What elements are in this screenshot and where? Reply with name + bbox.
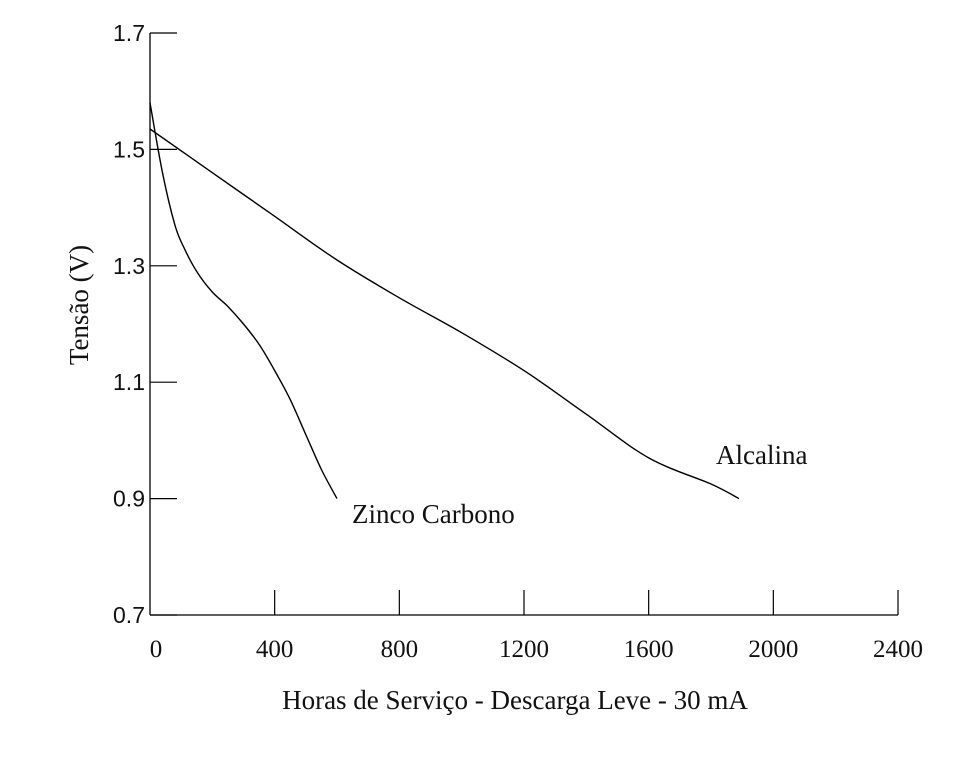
tick-labels: 0.7 0.9 1.1 1.3 1.5 1.7 0 400 800 1200 1600 2000 240…	[113, 20, 923, 663]
y-tick-label: 0.9	[113, 486, 145, 512]
y-tick-label: 0.7	[113, 602, 145, 628]
alcalina-line	[149, 128, 740, 500]
alcalina-label: Alcalina	[716, 440, 807, 470]
x-tick-label: 0	[150, 636, 163, 663]
y-tick-label: 1.5	[113, 136, 145, 162]
y-axis-title: Tensão (V)	[64, 245, 94, 365]
x-tick-label: 2400	[873, 636, 923, 663]
zinco-carbono-line	[149, 102, 338, 499]
series-lines	[149, 102, 740, 500]
x-tick-label: 1600	[624, 636, 674, 663]
x-tick-label: 800	[381, 636, 419, 663]
x-tick-label: 2000	[748, 636, 798, 663]
y-tick-label: 1.7	[113, 20, 145, 46]
x-axis-title: Horas de Serviço - Descarga Leve - 30 mA	[282, 685, 748, 715]
annotations: Zinco Carbono Alcalina	[352, 440, 807, 529]
x-tick-label: 400	[256, 636, 294, 663]
x-tick-label: 1200	[499, 636, 549, 663]
axes	[149, 33, 898, 616]
y-tick-label: 1.3	[113, 253, 145, 279]
ticks	[150, 32, 899, 616]
zinco-carbono-label: Zinco Carbono	[352, 499, 515, 529]
y-tick-label: 1.1	[113, 369, 145, 395]
